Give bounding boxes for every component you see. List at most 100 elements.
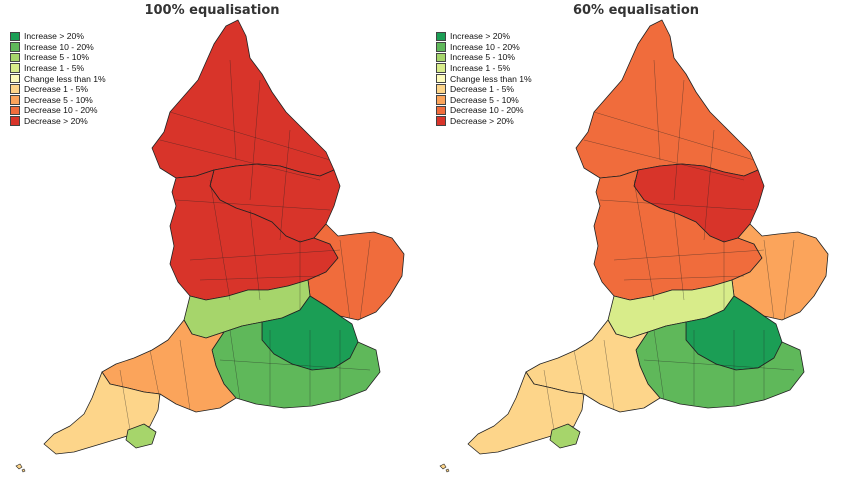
england-choropleth-100 xyxy=(15,19,405,473)
region-north xyxy=(575,19,759,179)
district-boundary xyxy=(603,339,615,411)
district-boundary xyxy=(209,179,231,301)
region-east xyxy=(307,223,405,321)
district-boundary xyxy=(583,139,745,181)
district-boundary xyxy=(673,209,685,301)
legend-label: Decrease 10 - 20% xyxy=(450,105,524,116)
legend-item: Decrease 5 - 10% xyxy=(436,95,532,106)
region-east xyxy=(731,223,829,321)
district-boundary xyxy=(189,249,341,261)
legend-swatch xyxy=(436,95,446,105)
district-boundary xyxy=(229,329,241,401)
district-boundary xyxy=(249,209,261,301)
legend-swatch xyxy=(10,73,20,84)
legend-item: Increase > 20% xyxy=(10,31,106,42)
legend-swatch xyxy=(436,63,446,73)
legend-label: Increase 10 - 20% xyxy=(450,41,520,52)
isles-of-scilly xyxy=(439,463,450,473)
district-boundary xyxy=(119,369,131,431)
legend-swatch xyxy=(10,31,20,42)
legend-item: Increase 1 - 5% xyxy=(10,63,106,74)
district-boundary xyxy=(229,59,237,161)
legend-swatch xyxy=(436,73,446,84)
district-boundary xyxy=(359,239,371,321)
district-layer xyxy=(543,59,795,431)
district-boundary xyxy=(169,111,331,161)
legend-label: Decrease 1 - 5% xyxy=(450,84,515,95)
legend-swatch xyxy=(10,84,20,95)
legend-swatch xyxy=(436,116,446,126)
map-panel-100: 100% equalisation Increase > 20% Increase… xyxy=(10,3,405,473)
legend-label: Increase 5 - 10% xyxy=(450,52,515,63)
legend-item: Increase 5 - 10% xyxy=(10,52,106,63)
region-southwest xyxy=(525,319,661,413)
district-boundary xyxy=(783,239,795,321)
district-boundary xyxy=(673,79,685,201)
legend-item: Decrease > 20% xyxy=(436,116,532,127)
legend-item: Decrease 10 - 20% xyxy=(10,105,106,116)
legend-label: Change less than 1% xyxy=(24,73,106,84)
legend-item: Increase 10 - 20% xyxy=(436,42,532,53)
legend-label: Increase 1 - 5% xyxy=(24,63,85,74)
legend-swatch xyxy=(436,31,446,42)
legend-item: Decrease 1 - 5% xyxy=(436,84,532,95)
legend-item: Decrease 10 - 20% xyxy=(436,105,532,116)
legend-label: Increase 5 - 10% xyxy=(24,52,89,63)
district-boundary xyxy=(633,179,655,301)
district-boundary xyxy=(249,79,261,201)
legend-item: Decrease 1 - 5% xyxy=(10,84,106,95)
district-boundary xyxy=(613,249,765,261)
legend-label: Increase > 20% xyxy=(24,31,84,42)
legend-label: Change less than 1% xyxy=(450,73,532,84)
legend-label: Decrease > 20% xyxy=(450,116,514,127)
district-boundary xyxy=(279,129,291,241)
district-boundary xyxy=(175,199,331,211)
legend-swatch xyxy=(436,105,446,116)
legend-item: Decrease 5 - 10% xyxy=(10,95,106,106)
legend-label: Decrease 5 - 10% xyxy=(24,94,93,105)
legend-swatch xyxy=(436,52,446,63)
district-boundary xyxy=(219,359,371,371)
district-boundary xyxy=(653,59,661,161)
legend-100: Increase > 20% Increase 10 - 20% Increase … xyxy=(10,31,106,126)
district-boundary xyxy=(643,359,795,371)
legend-label: Decrease 5 - 10% xyxy=(450,94,519,105)
region-coast xyxy=(549,423,581,449)
legend-item: Increase 1 - 5% xyxy=(436,63,532,74)
legend-label: Decrease 1 - 5% xyxy=(24,84,89,95)
district-boundary xyxy=(593,111,755,161)
district-boundaries xyxy=(543,59,795,431)
region-coast xyxy=(125,423,157,449)
legend-item: Change less than 1% xyxy=(10,73,106,84)
district-boundary xyxy=(149,349,161,401)
legend-swatch xyxy=(10,116,20,126)
legend-60: Increase > 20% Increase 10 - 20% Increase … xyxy=(436,31,532,126)
district-boundary xyxy=(599,199,755,211)
district-layer xyxy=(119,59,371,431)
legend-item: Increase 10 - 20% xyxy=(10,42,106,53)
legend-label: Increase > 20% xyxy=(450,31,510,42)
region-southwest xyxy=(101,319,237,413)
region-north xyxy=(151,19,335,179)
legend-swatch xyxy=(10,105,20,116)
legend-label: Increase 10 - 20% xyxy=(24,41,94,52)
district-boundary xyxy=(543,369,555,431)
legend-item: Increase 5 - 10% xyxy=(436,52,532,63)
legend-swatch xyxy=(436,84,446,95)
legend-item: Change less than 1% xyxy=(436,73,532,84)
legend-item: Decrease > 20% xyxy=(10,116,106,127)
legend-label: Increase 1 - 5% xyxy=(450,63,511,74)
legend-swatch xyxy=(10,95,20,105)
map-panel-60: 60% equalisation Increase > 20% Increase … xyxy=(424,0,848,479)
legend-swatch xyxy=(10,42,20,52)
isles-of-scilly xyxy=(15,463,26,473)
district-boundaries xyxy=(119,59,371,431)
map-title-60: 60% equalisation xyxy=(572,3,700,18)
legend-label: Decrease > 20% xyxy=(24,116,88,127)
district-boundary xyxy=(653,329,665,401)
legend-swatch xyxy=(10,63,20,73)
legend-label: Decrease 10 - 20% xyxy=(24,105,98,116)
legend-swatch xyxy=(10,52,20,63)
map-title-100: 100% equalisation xyxy=(144,3,280,18)
district-boundary xyxy=(703,129,715,241)
